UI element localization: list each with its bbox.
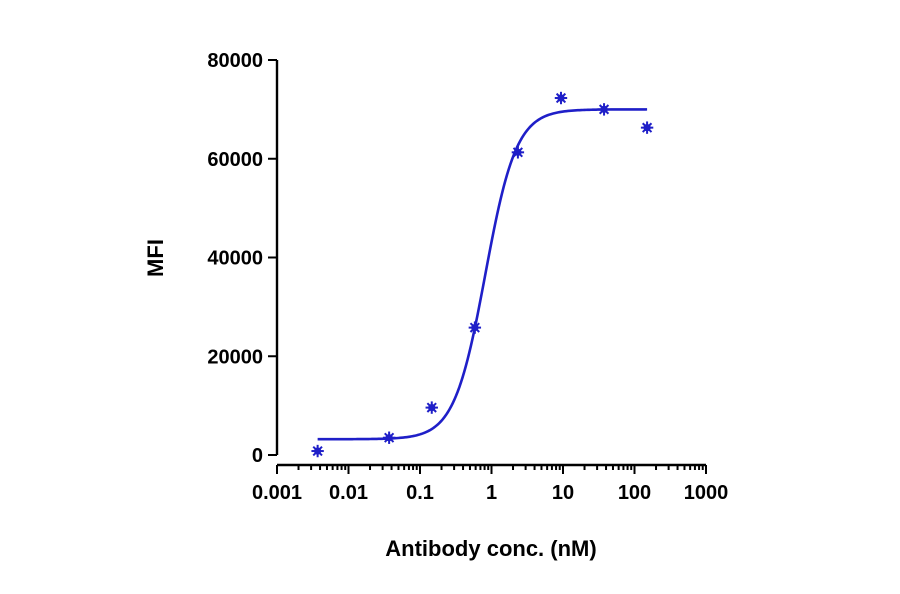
- data-point-ray: [641, 122, 653, 133]
- x-tick-label: 0.001: [252, 482, 302, 504]
- data-point-ray: [598, 104, 610, 115]
- axes: [275, 60, 706, 467]
- data-point: [468, 321, 482, 334]
- x-axis-title: Antibody conc. (nM): [385, 536, 596, 561]
- data-point: [382, 431, 396, 444]
- y-ticks: 0 20000 40000 60000 80000: [207, 50, 277, 467]
- x-tick-label: 100: [618, 482, 651, 504]
- data-point-ray: [469, 322, 480, 333]
- data-point-ray: [555, 92, 567, 104]
- data-point: [311, 444, 324, 458]
- fit-curve: [317, 108, 648, 441]
- data-point-ray: [512, 147, 523, 158]
- y-tick-label: 60000: [207, 149, 263, 171]
- y-tick-label: 0: [252, 445, 263, 467]
- x-tick-label: 0.01: [329, 482, 368, 504]
- x-tick-label: 10: [552, 482, 574, 504]
- y-tick-label: 20000: [207, 346, 263, 368]
- data-point: [511, 146, 525, 159]
- x-tick-label: 1000: [684, 482, 729, 504]
- data-point-ray: [312, 445, 323, 457]
- data-point: [597, 103, 611, 116]
- y-tick-label: 80000: [207, 50, 263, 72]
- data-point: [640, 121, 654, 134]
- data-point: [425, 401, 438, 414]
- x-tick-label: 1: [486, 482, 497, 504]
- y-tick-label: 40000: [207, 248, 263, 270]
- data-point-ray: [426, 402, 437, 413]
- y-axis-title: MFI: [143, 239, 168, 277]
- x-tick-label: 0.1: [406, 482, 434, 504]
- plot-area: [311, 91, 654, 458]
- x-ticks: 0.001 0.01 0.1 1 10 100 1000: [252, 465, 728, 504]
- data-point-ray: [384, 432, 395, 443]
- data-point: [554, 91, 568, 105]
